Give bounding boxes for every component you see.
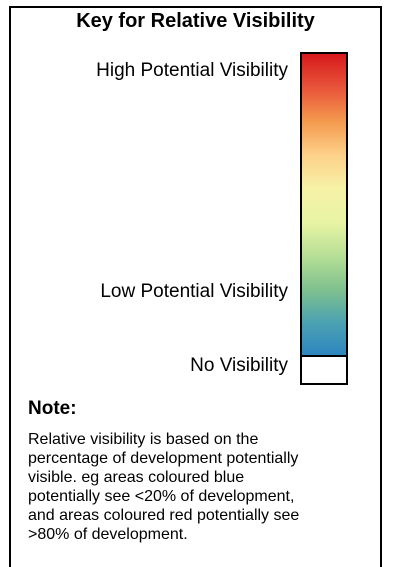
note-line: Relative visibility is based on the (28, 431, 259, 448)
legend-title: Key for Relative Visibility (76, 10, 315, 32)
note-line: potentially see <20% of development, (28, 488, 295, 505)
note-line: and areas coloured red potentially see (28, 507, 300, 524)
note-text: Relative visibility is based on the perc… (28, 430, 378, 544)
legend-frame (9, 6, 382, 567)
no-visibility-label: No Visibility (190, 355, 288, 376)
note-line: visible. eg areas coloured blue (28, 469, 245, 486)
note-heading: Note: (28, 398, 77, 419)
no-visibility-swatch (300, 355, 348, 385)
high-visibility-label: High Potential Visibility (96, 60, 288, 81)
visibility-color-ramp (300, 52, 348, 357)
note-line: >80% of development. (28, 526, 188, 543)
note-line: percentage of development potentially (28, 450, 299, 467)
low-visibility-label: Low Potential Visibility (100, 281, 288, 302)
